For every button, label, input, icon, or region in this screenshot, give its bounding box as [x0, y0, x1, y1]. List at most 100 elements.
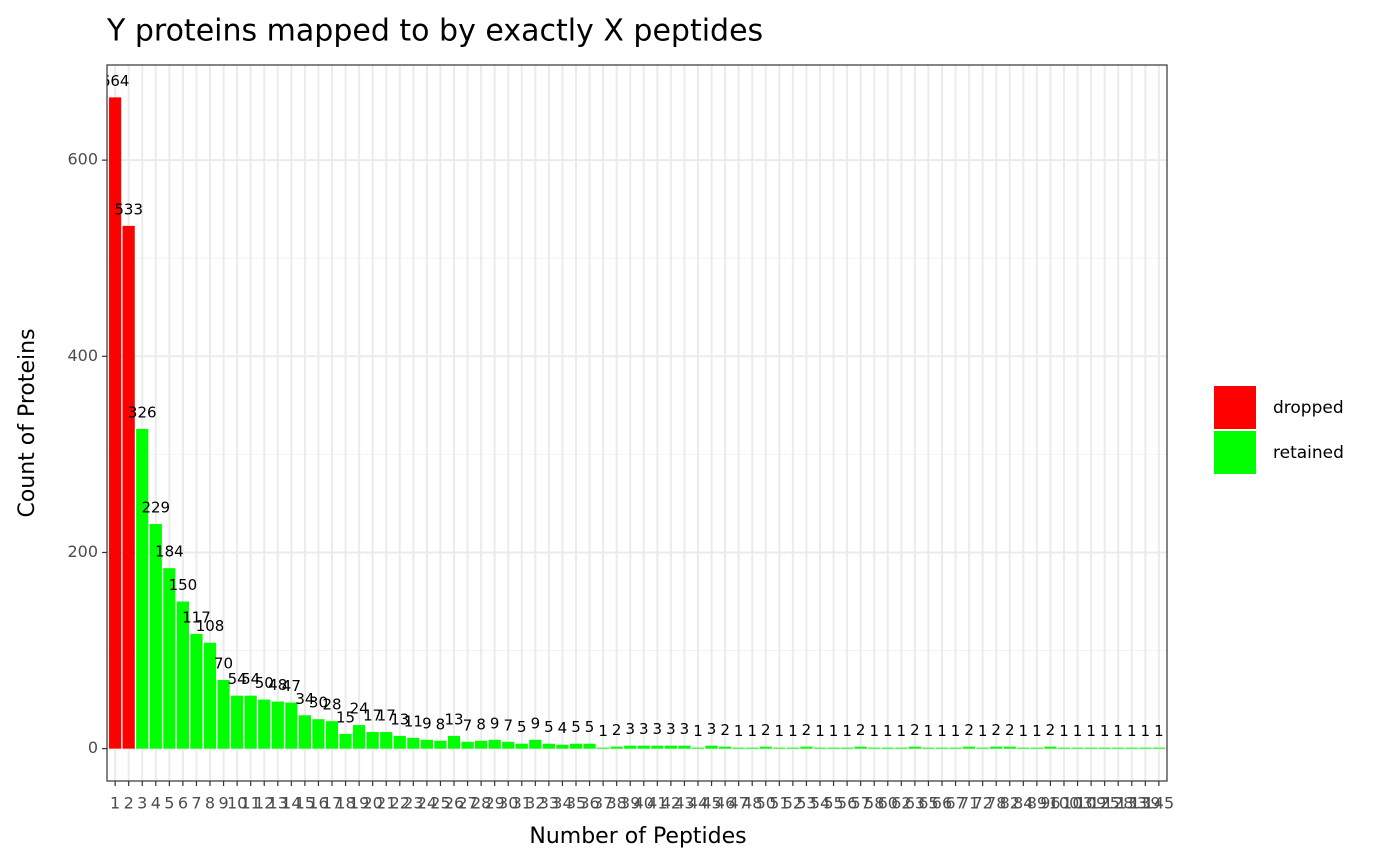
x-tick-label: 4: [151, 794, 161, 813]
value-label: 2: [964, 721, 974, 739]
bar: [285, 702, 298, 749]
bar: [1152, 747, 1165, 749]
bar: [949, 747, 962, 749]
bar: [1017, 747, 1030, 749]
bar: [1112, 747, 1125, 749]
x-tick-label: 52: [783, 794, 803, 813]
bar: [1098, 747, 1111, 749]
x-tick-label: 78: [986, 794, 1006, 813]
value-label: 533: [114, 200, 143, 218]
x-tick-label: 1: [110, 794, 120, 813]
x-tick-label: 8: [205, 794, 215, 813]
x-tick-label: 139: [1130, 794, 1161, 813]
x-tick-label: 62: [891, 794, 911, 813]
bar: [773, 747, 786, 749]
x-tick-label: 26: [444, 794, 464, 813]
x-tick-label: 3: [137, 794, 147, 813]
bar: [569, 743, 583, 749]
x-tick-label: 29: [484, 794, 504, 813]
x-tick-label: 84: [1013, 794, 1033, 813]
value-label: 17: [377, 706, 396, 724]
value-label: 4: [558, 719, 568, 737]
value-label: 1: [1113, 722, 1123, 740]
bar: [705, 745, 718, 749]
value-label: 50: [255, 674, 274, 692]
value-label: 54: [228, 670, 247, 688]
x-tick-label: 20: [362, 794, 382, 813]
bar: [353, 725, 366, 749]
value-label: 1: [1154, 722, 1164, 740]
bar: [813, 747, 827, 749]
bar: [597, 747, 610, 749]
bar: [542, 743, 555, 749]
bar: [556, 744, 569, 749]
y-tick-label: 400: [67, 346, 98, 365]
bar: [502, 741, 515, 749]
bar: [136, 428, 149, 749]
bar: [637, 745, 650, 749]
value-label: 150: [169, 576, 198, 594]
x-tick-label: 89: [1027, 794, 1047, 813]
value-label: 1: [1100, 722, 1110, 740]
bar: [190, 633, 203, 749]
x-tick-label: 38: [606, 794, 626, 813]
bar: [149, 524, 162, 749]
bar: [651, 745, 664, 749]
bar: [732, 747, 745, 749]
bar: [908, 746, 921, 749]
value-label: 70: [214, 654, 233, 672]
x-tick-label: 28: [471, 794, 491, 813]
bar: [271, 701, 284, 749]
bar: [475, 740, 488, 749]
x-tick-label: 66: [932, 794, 952, 813]
x-tick-label: 56: [837, 794, 857, 813]
value-label: 1: [788, 722, 798, 740]
bar: [407, 737, 420, 749]
x-tick-label: 48: [742, 794, 762, 813]
x-tick-label: 43: [674, 794, 694, 813]
x-tick-label: 2: [124, 794, 134, 813]
bar: [515, 743, 528, 749]
x-tick-label: 50: [756, 794, 776, 813]
bar: [231, 695, 244, 749]
bar: [325, 721, 339, 749]
bar: [1044, 746, 1057, 749]
bar: [759, 746, 772, 749]
value-label: 1: [734, 722, 744, 740]
legend-swatch: [1214, 386, 1256, 429]
bar: [529, 739, 542, 749]
value-label: 13: [444, 710, 463, 728]
value-label: 1: [1059, 722, 1069, 740]
x-tick-label: 16: [308, 794, 328, 813]
value-label: 54: [241, 670, 260, 688]
chart-title: Y proteins mapped to by exactly X peptid…: [106, 14, 763, 49]
value-label: 1: [1127, 722, 1137, 740]
value-label: 3: [666, 720, 676, 738]
bar: [176, 601, 190, 749]
x-tick-label: 58: [864, 794, 884, 813]
bar: [258, 699, 271, 749]
value-label: 9: [531, 714, 541, 732]
value-label: 326: [128, 403, 157, 421]
x-tick-label: 33: [539, 794, 559, 813]
x-tick-label: 145: [1144, 794, 1175, 813]
x-tick-label: 125: [1089, 794, 1120, 813]
value-label: 229: [141, 499, 170, 517]
bar: [841, 747, 854, 749]
x-tick-label: 133: [1116, 794, 1147, 813]
bar: [962, 746, 976, 749]
value-label: 2: [856, 721, 866, 739]
bar: [583, 743, 596, 749]
x-tick-label: 35: [566, 794, 586, 813]
bar: [746, 747, 759, 749]
value-label: 24: [350, 700, 369, 718]
bars: 6645333262291841501171087054545048473430…: [107, 72, 1165, 749]
bar: [827, 747, 840, 749]
x-tick-label: 36: [579, 794, 599, 813]
bar: [624, 745, 637, 749]
grid: [107, 65, 1167, 781]
x-tick-label: 57: [850, 794, 870, 813]
bar: [1057, 747, 1071, 749]
